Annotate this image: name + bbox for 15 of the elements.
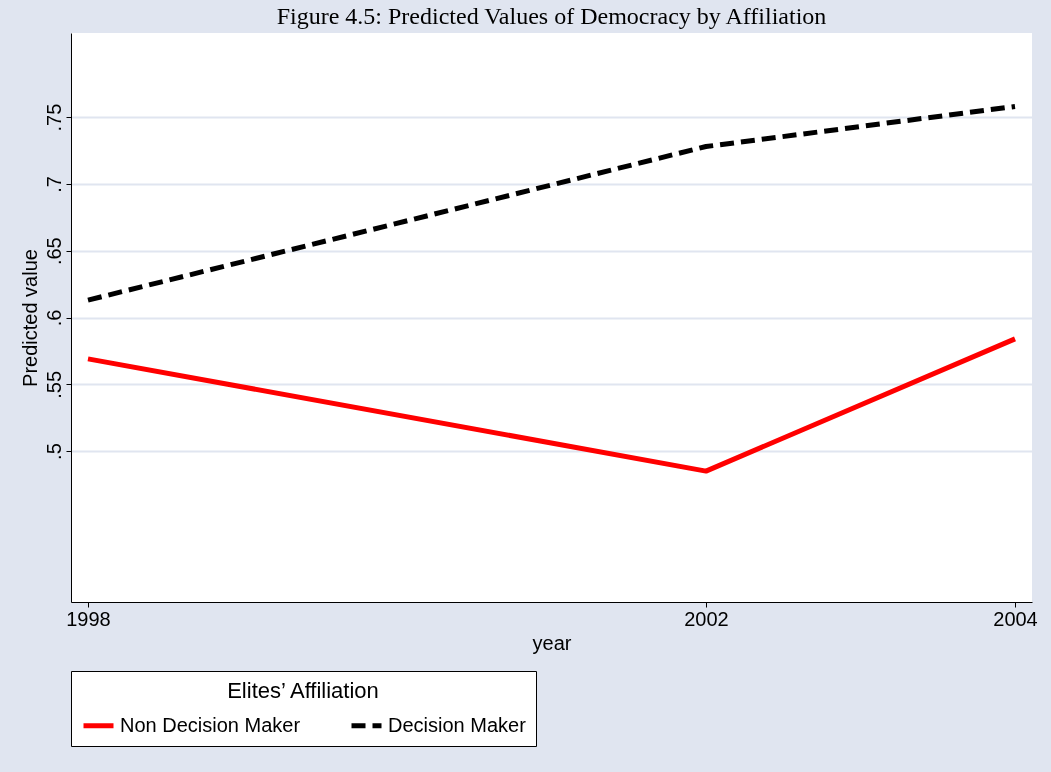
- x-tick-label: 2002: [684, 607, 729, 630]
- y-tick-label: .7: [42, 176, 65, 193]
- y-tick-label: .6: [42, 309, 65, 327]
- legend-title: Elites’ Affiliation: [227, 678, 379, 703]
- y-axis-title: Predicted value: [18, 249, 41, 387]
- legend-label: Non Decision Maker: [120, 713, 301, 736]
- y-tick-label: .65: [42, 237, 65, 266]
- x-axis-title: year: [532, 631, 572, 654]
- legend-label: Decision Maker: [388, 713, 527, 736]
- x-tick-label: 2004: [993, 607, 1038, 630]
- x-tick-label: 1998: [66, 607, 111, 630]
- y-tick-label: .75: [42, 103, 65, 132]
- chart-title: Figure 4.5: Predicted Values of Democracy by Affiliation: [276, 3, 827, 29]
- y-tick-label: .5: [42, 443, 65, 460]
- y-tick-label: .55: [42, 370, 65, 399]
